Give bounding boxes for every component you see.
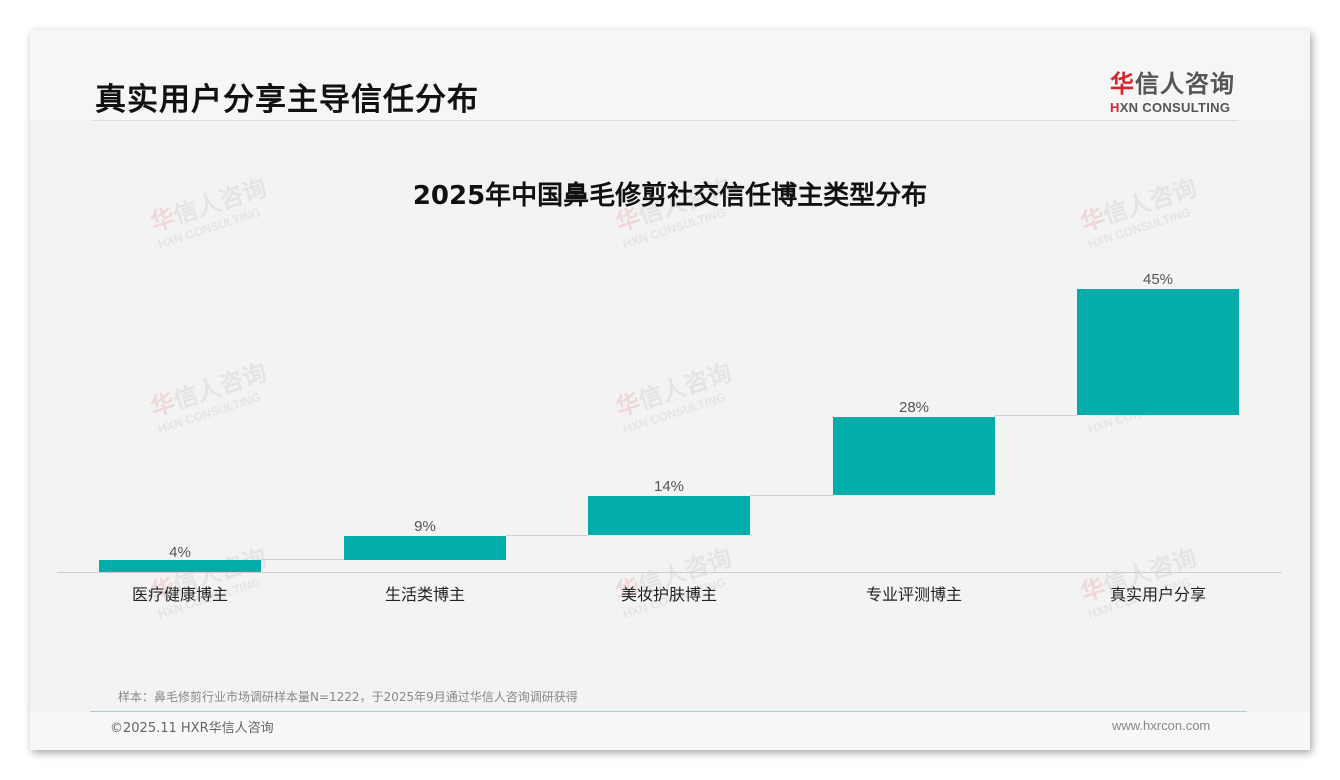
category-label: 真实用户分享 [1109,585,1206,604]
copyright: ©2025.11 HXR华信人咨询 [110,721,274,736]
logo-en: HXN CONSULTING [1110,100,1240,115]
footer-band [30,711,1310,750]
logo-en-red: H [1110,100,1120,115]
connector-line [995,415,1077,416]
slide-card: 真实用户分享主导信任分布 华信人咨询 HXN CONSULTING 华信人咨询 H… [30,30,1310,750]
bar-medical-health [99,560,261,572]
category-label: 美妆护肤博主 [620,585,717,604]
connector-line [506,535,588,536]
brand-logo: 华信人咨询 HXN CONSULTING [1110,64,1240,115]
value-label: 9% [414,518,436,535]
header-divider [92,120,1238,121]
sample-footnote: 样本：鼻毛修剪行业市场调研样本量N=1222，于2025年9月通过华信人咨询调研… [118,690,578,704]
category-label: 生活类博主 [384,585,465,604]
chart-title: 2025年中国鼻毛修剪社交信任博主类型分布 [412,181,928,211]
logo-cn-rest: 信人咨询 [1135,70,1235,98]
value-label: 45% [1142,271,1174,288]
bar-beauty-skincare [588,496,750,535]
connector-line [750,495,833,496]
logo-cn-red: 华 [1110,70,1135,98]
logo-cn: 华信人咨询 [1110,64,1240,99]
category-label: 医疗健康博主 [131,585,228,604]
page-title: 真实用户分享主导信任分布 [95,82,479,118]
bar-lifestyle [344,536,506,560]
connector-line [261,559,344,560]
category-label: 专业评测博主 [865,585,962,604]
value-label: 28% [898,399,930,416]
header-band [30,30,1310,120]
value-label: 4% [169,544,191,561]
bar-professional-review [833,417,995,495]
value-label: 14% [653,478,685,495]
x-axis-baseline [57,572,1282,573]
footer-divider [90,711,1247,712]
bar-real-user-sharing [1077,289,1239,415]
website-link[interactable]: www.hxrcon.com [1112,718,1211,733]
logo-en-rest: XN CONSULTING [1119,100,1231,115]
